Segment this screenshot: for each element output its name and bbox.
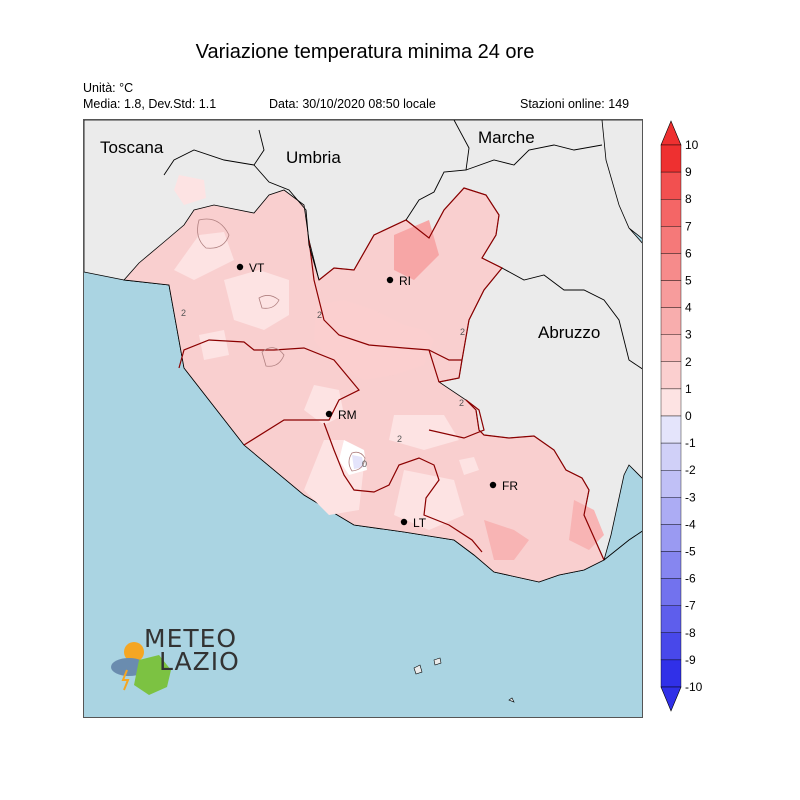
colorbar-band [660,578,682,606]
logo-line2: LAZIO [159,647,240,676]
contour-label: 2 [181,308,186,318]
region-label-abruzzo: Abruzzo [538,323,600,342]
colorbar-tick-label: -7 [685,599,696,613]
map-panel: 2 2 2 2 2 0 Toscana Umbria Marche Abruzz… [83,119,643,718]
colorbar-band [660,415,682,444]
colorbar-tick-label: -9 [685,653,696,667]
colorbar-band [660,253,682,281]
colorbar-band [660,470,682,498]
colorbar-tick-label: -6 [685,572,696,586]
region-shape-icon [134,655,171,695]
colorbar-tick-label: -10 [685,680,703,694]
colorbar-tick-label: -8 [685,626,696,640]
colorbar-tick-label: 6 [685,246,692,260]
stats-label: Media: 1.8, Dev.Std: 1.1 [83,97,217,111]
city-label: FR [502,479,518,493]
colorbar-band [660,659,682,688]
map-title: Variazione temperatura minima 24 ore [195,41,535,63]
region-borders [178,187,605,561]
city-label: RM [338,408,357,422]
lightning-icon [121,669,130,691]
region-label-marche: Marche [478,128,535,147]
region-label-toscana: Toscana [100,138,164,157]
colorbar-tick-label: 4 [685,301,692,315]
colorbar-tick-label: 8 [685,192,692,206]
colorbar-tick-label: 3 [685,328,692,342]
colorbar-band [660,334,682,362]
city-label: RI [399,274,411,288]
colorbar-band [660,497,682,525]
contour-label: 2 [397,434,402,444]
colorbar-band [660,307,682,335]
contour-value-labels: 2 2 2 2 2 0 [181,308,465,469]
colorbar-band [660,442,682,471]
sun-icon [124,642,144,662]
city-marker-ri: RI [386,274,411,288]
date-label: Data: 30/10/2020 08:50 locale [269,97,436,111]
colorbar-band [660,605,682,634]
city-marker-vt: VT [236,261,265,275]
city-marker-fr: FR [489,479,518,493]
colorbar-bottom-arrow [660,686,682,712]
colorbar-tick-label: -5 [685,545,696,559]
colorbar-band [660,388,682,417]
colorbar-tick-label: 10 [685,138,699,152]
colorbar-tick-label: 2 [685,355,692,369]
colorbar-bands [660,120,682,712]
colorbar-tick-label: 1 [685,382,692,396]
map-canvas: 2 2 2 2 2 0 Toscana Umbria Marche Abruzz… [84,120,642,717]
colorbar-band [660,171,682,200]
logo-line1: METEO [144,624,237,653]
colorbar-band [660,226,682,254]
city-markers: VT RI RM FR LT [236,261,518,530]
contour-label: 2 [460,327,465,337]
colorbar-tick-label: 7 [685,219,692,233]
region-label-umbria: Umbria [286,148,341,167]
colorbar-top-arrow [660,120,682,146]
units-label: Unità: °C [83,81,134,95]
colorbar-tick-label: -2 [685,463,696,477]
colorbar-band [660,198,682,227]
colorbar-tick-label: 5 [685,274,692,288]
city-label: LT [413,516,427,530]
city-label: VT [249,261,265,275]
contour-label: 0 [362,459,367,469]
colorbar-band [660,551,682,579]
colorbar-tick-label: 0 [685,409,692,423]
meteo-lazio-logo: METEO LAZIO [111,624,240,695]
city-marker-rm: RM [325,408,357,422]
colorbar-band [660,144,682,173]
contour-lines [197,218,366,472]
colorbar-band [660,524,682,552]
colorbar-band [660,280,682,308]
colorbar-tick-label: -4 [685,517,696,531]
contour-label: 2 [317,310,322,320]
contour-label: 2 [459,398,464,408]
colorbar-band [660,632,682,661]
temperature-shading [174,175,604,560]
colorbar-tick-label: -3 [685,490,696,504]
colorbar-tick-label: 9 [685,165,692,179]
stations-label: Stazioni online: 149 [520,97,630,111]
outer-borders [163,120,642,561]
islands [413,657,515,703]
city-marker-lt: LT [400,516,427,530]
colorbar-band [660,361,682,390]
colorbar-tick-label: -1 [685,436,696,450]
